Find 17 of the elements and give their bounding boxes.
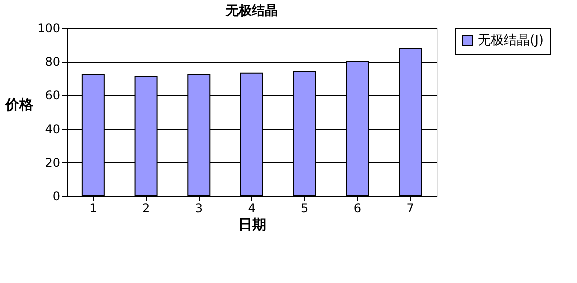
y-tick-label: 60 <box>45 88 60 103</box>
x-tick-label: 1 <box>90 202 98 216</box>
x-axis-title: 日期 <box>238 218 266 234</box>
x-tick-label: 3 <box>195 202 203 216</box>
x-tick-label: 4 <box>248 202 256 216</box>
y-axis-title: 价格 <box>4 98 35 114</box>
x-tick-label: 2 <box>142 202 150 216</box>
chart-title: 无极结晶 <box>225 4 278 19</box>
y-tick-label: 20 <box>45 156 60 170</box>
y-tick-label: 40 <box>45 122 60 136</box>
x-tick-label: 6 <box>354 202 362 216</box>
y-tick-label: 0 <box>52 190 60 204</box>
x-tick-label: 5 <box>301 202 309 216</box>
legend-label: 无极结晶(J) <box>478 34 544 48</box>
x-tick-label: 7 <box>406 202 414 216</box>
y-tick-label: 80 <box>45 55 60 70</box>
y-tick-label: 100 <box>38 22 60 36</box>
